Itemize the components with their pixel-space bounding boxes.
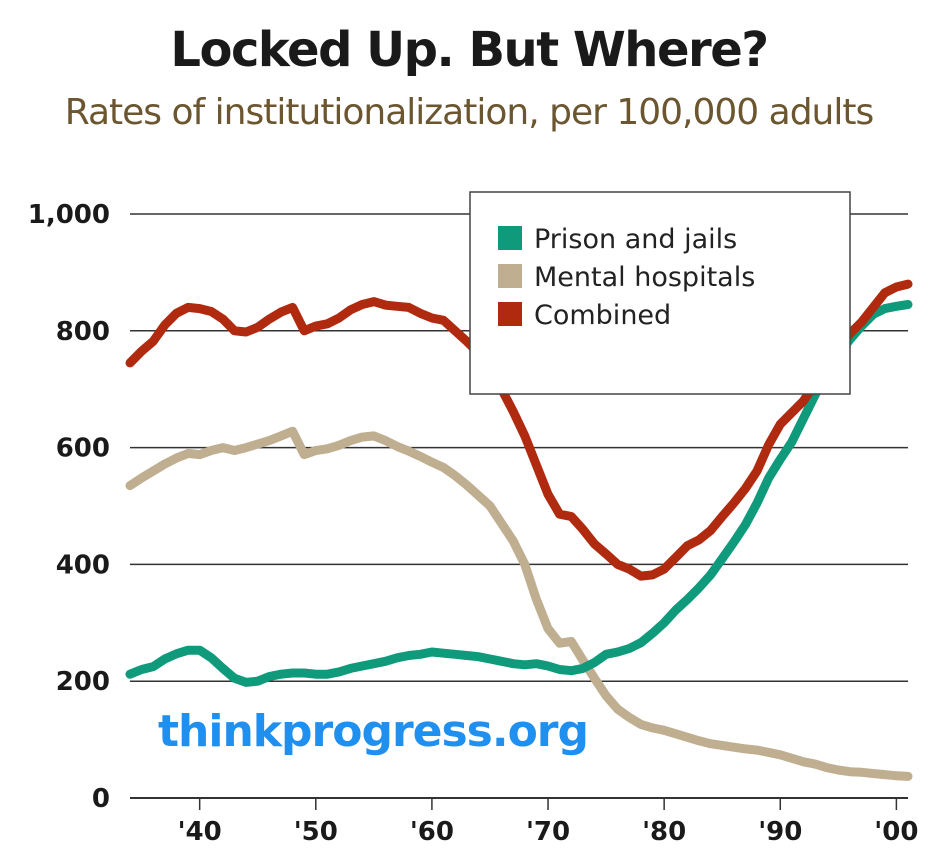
chart-title: Locked Up. But Where? <box>170 22 769 78</box>
x-tick-label: '40 <box>178 817 222 847</box>
legend-swatch-prison <box>498 226 522 250</box>
x-tick-label: '50 <box>294 817 338 847</box>
watermark-text: thinkprogress.org <box>158 706 589 757</box>
y-tick-label: 600 <box>56 434 110 464</box>
x-tick-label: '90 <box>758 817 802 847</box>
legend-label-mental: Mental hospitals <box>534 262 755 293</box>
legend-label-prison: Prison and jails <box>534 224 737 255</box>
y-tick-label: 800 <box>56 317 110 347</box>
chart-subtitle: Rates of institutionalization, per 100,0… <box>64 92 875 133</box>
x-tick-label: '70 <box>526 817 570 847</box>
series-lines <box>125 279 913 781</box>
y-tick-label: 200 <box>56 667 110 697</box>
x-tick-label: '60 <box>410 817 454 847</box>
x-axis-ticks: '40 '50 '60 '70 '80 '90 '00 <box>178 798 918 847</box>
legend-label-combined: Combined <box>534 300 671 331</box>
legend-swatch-combined <box>498 302 522 326</box>
legend: Prison and jails Mental hospitals Combin… <box>469 191 851 395</box>
series-line-prison <box>125 300 913 687</box>
y-tick-label: 0 <box>92 784 110 814</box>
legend-swatch-mental <box>498 264 522 288</box>
y-tick-label: 400 <box>56 550 110 580</box>
x-tick-label: '80 <box>642 817 686 847</box>
y-tick-label: 1,000 <box>28 200 110 230</box>
series-line-combined <box>125 279 913 581</box>
x-tick-label: '00 <box>874 817 918 847</box>
legend-box <box>469 191 851 395</box>
y-axis-ticks: 0 200 400 600 800 1,000 <box>28 200 110 814</box>
series-line-mental <box>125 426 913 781</box>
